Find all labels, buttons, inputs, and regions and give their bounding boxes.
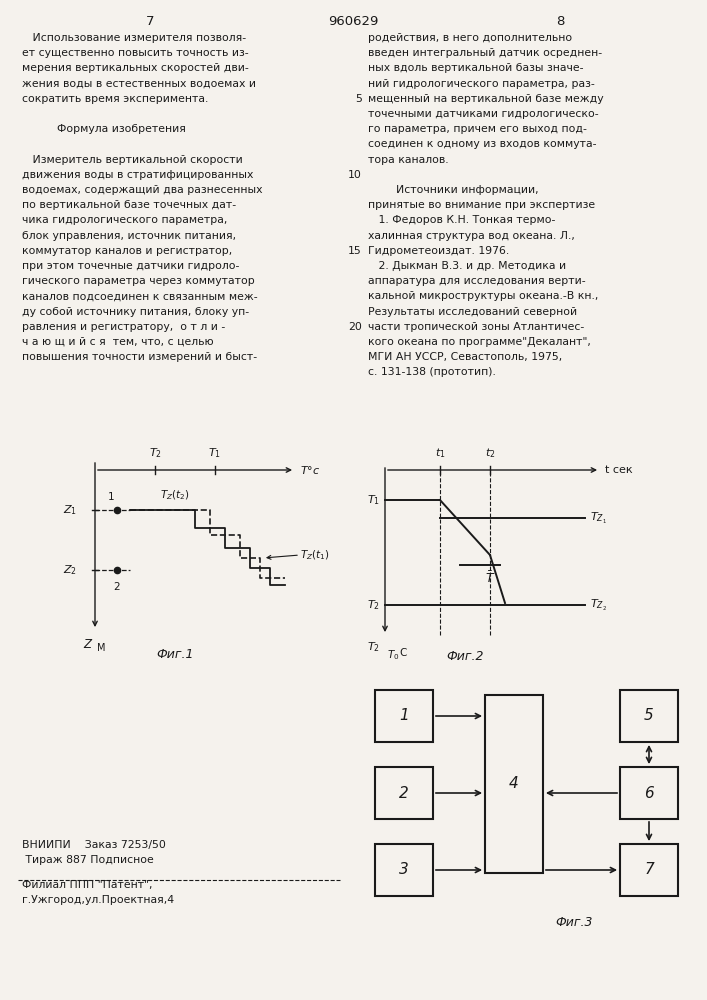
Text: Измеритель вертикальной скорости: Измеритель вертикальной скорости [22,155,243,165]
Text: ду собой источнику питания, блоку уп-: ду собой источнику питания, блоку уп- [22,307,249,317]
Text: аппаратура для исследования верти-: аппаратура для исследования верти- [368,276,585,286]
Text: при этом точечные датчики гидроло-: при этом точечные датчики гидроло- [22,261,240,271]
Text: 4: 4 [509,776,519,792]
Text: 2. Дыкман В.3. и др. Методика и: 2. Дыкман В.3. и др. Методика и [368,261,566,271]
Text: $t_1$: $t_1$ [435,446,445,460]
Text: ВНИИПИ    Заказ 7253/50: ВНИИПИ Заказ 7253/50 [22,840,166,850]
Text: Фиг.1: Фиг.1 [156,648,194,661]
Text: блок управления, источник питания,: блок управления, источник питания, [22,231,236,241]
Text: 3: 3 [399,862,409,878]
Text: Тираж 887 Подписное: Тираж 887 Подписное [22,855,153,865]
Text: Формула изобретения: Формула изобретения [22,124,186,134]
Text: части тропической зоны Атлантичес-: части тропической зоны Атлантичес- [368,322,584,332]
Text: кальной микроструктуры океана.-В кн.,: кальной микроструктуры океана.-В кн., [368,291,598,301]
Text: каналов подсоединен к связанным меж-: каналов подсоединен к связанным меж- [22,291,257,301]
Text: равления и регистратору,  о т л и -: равления и регистратору, о т л и - [22,322,226,332]
Text: водоемах, содержащий два разнесенных: водоемах, содержащий два разнесенных [22,185,262,195]
Text: C: C [399,648,407,658]
Text: 5: 5 [644,708,654,724]
Text: $T°c$: $T°c$ [300,464,320,476]
Bar [485,695,543,873]
Text: ных вдоль вертикальной базы значе-: ных вдоль вертикальной базы значе- [368,63,583,73]
Text: жения воды в естественных водоемах и: жения воды в естественных водоемах и [22,79,256,89]
Text: мерения вертикальных скоростей дви-: мерения вертикальных скоростей дви- [22,63,249,73]
Text: $T_Z(t_1)$: $T_Z(t_1)$ [300,548,329,562]
Text: родействия, в него дополнительно: родействия, в него дополнительно [368,33,572,43]
Text: Результаты исследований северной: Результаты исследований северной [368,307,577,317]
Text: Источники информации,: Источники информации, [368,185,539,195]
Text: $t_2$: $t_2$ [485,446,495,460]
Text: сократить время эксперимента.: сократить время эксперимента. [22,94,209,104]
Text: г.Ужгород,ул.Проектная,4: г.Ужгород,ул.Проектная,4 [22,895,174,905]
Text: $T_2$: $T_2$ [148,446,161,460]
Text: 20: 20 [348,322,362,332]
Text: гического параметра через коммутатор: гического параметра через коммутатор [22,276,255,286]
Text: тора каналов.: тора каналов. [368,155,449,165]
Text: $T_{Z_1}$: $T_{Z_1}$ [590,510,607,526]
Text: 960629: 960629 [328,15,378,28]
Bar [620,767,678,819]
Text: M: M [97,643,105,653]
Bar [375,844,433,896]
Text: принятые во внимание при экспертизе: принятые во внимание при экспертизе [368,200,595,210]
Text: ч а ю щ и й с я  тем, что, с целью: ч а ю щ и й с я тем, что, с целью [22,337,214,347]
Text: $\bar{T}$: $\bar{T}$ [485,570,495,586]
Text: 15: 15 [349,246,362,256]
Text: 5: 5 [355,94,362,104]
Text: повышения точности измерений и быст-: повышения точности измерений и быст- [22,352,257,362]
Text: 2: 2 [399,786,409,800]
Text: $T_1$: $T_1$ [367,493,380,507]
Text: 1. Федоров К.Н. Тонкая термо-: 1. Федоров К.Н. Тонкая термо- [368,215,556,225]
Text: соединен к одному из входов коммута-: соединен к одному из входов коммута- [368,139,597,149]
Text: 10: 10 [348,170,362,180]
Text: Филиал ППП "Патент",: Филиал ППП "Патент", [22,880,153,890]
Bar [375,690,433,742]
Text: $T_0$: $T_0$ [387,648,399,662]
Text: $Z_2$: $Z_2$ [63,563,77,577]
Text: t сек: t сек [605,465,633,475]
Text: 1: 1 [107,492,115,502]
Bar [375,767,433,819]
Text: 6: 6 [644,786,654,800]
Text: $T_Z(t_2)$: $T_Z(t_2)$ [160,488,189,502]
Text: 7: 7 [146,15,154,28]
Text: Гидрометеоиздат. 1976.: Гидрометеоиздат. 1976. [368,246,509,256]
Text: точечными датчиками гидрологическо-: точечными датчиками гидрологическо- [368,109,599,119]
Text: халинная структура вод океана. Л.,: халинная структура вод океана. Л., [368,231,575,241]
Text: $T_2$: $T_2$ [367,598,380,612]
Text: 1: 1 [399,708,409,724]
Text: $T_{Z_2}$: $T_{Z_2}$ [590,597,607,613]
Text: ний гидрологического параметра, раз-: ний гидрологического параметра, раз- [368,79,595,89]
Text: чика гидрологического параметра,: чика гидрологического параметра, [22,215,228,225]
Text: движения воды в стратифицированных: движения воды в стратифицированных [22,170,253,180]
Bar [620,690,678,742]
Text: с. 131-138 (прототип).: с. 131-138 (прототип). [368,367,496,377]
Text: мещенный на вертикальной базе между: мещенный на вертикальной базе между [368,94,604,104]
Text: Использование измерителя позволя-: Использование измерителя позволя- [22,33,246,43]
Text: МГИ АН УССР, Севастополь, 1975,: МГИ АН УССР, Севастополь, 1975, [368,352,562,362]
Text: коммутатор каналов и регистратор,: коммутатор каналов и регистратор, [22,246,233,256]
Bar [620,844,678,896]
Text: Фиг.3: Фиг.3 [555,916,592,929]
Text: Фиг.2: Фиг.2 [446,650,484,663]
Text: $Z_1$: $Z_1$ [63,503,77,517]
Text: 8: 8 [556,15,564,28]
Text: го параметра, причем его выход под-: го параметра, причем его выход под- [368,124,587,134]
Text: кого океана по программе"Декалант",: кого океана по программе"Декалант", [368,337,591,347]
Text: 7: 7 [644,862,654,878]
Text: $T_2$: $T_2$ [367,640,380,654]
Text: введен интегральный датчик осреднен-: введен интегральный датчик осреднен- [368,48,602,58]
Text: по вертикальной базе точечных дат-: по вертикальной базе точечных дат- [22,200,236,210]
Text: $T_1$: $T_1$ [209,446,221,460]
Text: ет существенно повысить точность из-: ет существенно повысить точность из- [22,48,249,58]
Text: 2: 2 [114,582,120,592]
Text: Z: Z [83,638,91,651]
